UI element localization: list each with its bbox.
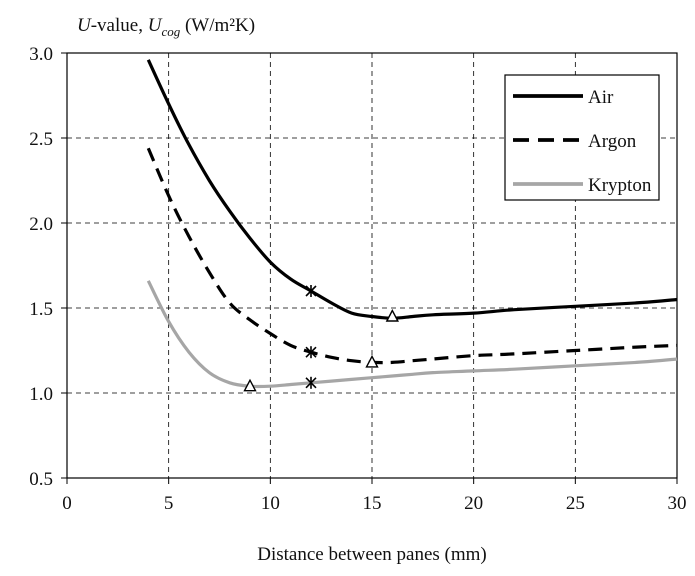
- x-tick-label: 5: [164, 493, 174, 514]
- axis-ticks: 0 5 10 15 20 25 30 0.5 1.0 1.5 2.0 2.5 3.0: [29, 44, 686, 514]
- y-tick-label: 0.5: [29, 469, 53, 490]
- y-axis-title: U-value, Ucog (W/m²K): [77, 15, 255, 39]
- series-line-air: [146, 59, 678, 320]
- marker-star-air: [305, 285, 317, 297]
- marker-star-krypton: [305, 376, 317, 389]
- y-title-value-text: -value,: [91, 15, 148, 36]
- data-markers: [243, 285, 399, 392]
- y-title-unit: (W/m²K): [180, 15, 255, 36]
- legend-label-argon: Argon: [588, 131, 637, 152]
- marker-triangle-argon: [365, 354, 379, 368]
- legend: Air Argon Krypton: [504, 74, 660, 201]
- y-tick-label: 1.0: [29, 384, 53, 405]
- x-axis-title: Distance between panes (mm): [257, 544, 487, 565]
- x-tick-label: 0: [62, 493, 72, 514]
- series-line-krypton: [146, 280, 678, 389]
- y-tick-label: 2.5: [29, 129, 53, 150]
- x-tick-label: 10: [261, 493, 280, 514]
- legend-label-krypton: Krypton: [588, 175, 652, 196]
- x-tick-label: 20: [464, 493, 483, 514]
- marker-star-argon: [305, 346, 317, 359]
- x-tick-label: 25: [566, 493, 585, 514]
- series-lines: [146, 59, 678, 389]
- legend-entries: Air Argon Krypton: [513, 87, 652, 196]
- y-title-subscript: cog: [161, 24, 180, 39]
- legend-label-air: Air: [588, 87, 614, 108]
- y-title-u-symbol: U: [77, 15, 92, 36]
- grid-lines: [67, 53, 677, 478]
- marker-triangle-krypton: [243, 378, 257, 392]
- y-title-ucog-symbol: U: [148, 15, 163, 36]
- marker-triangle-air: [385, 308, 399, 322]
- y-tick-label: 3.0: [29, 44, 53, 65]
- y-tick-label: 1.5: [29, 299, 53, 320]
- x-tick-label: 15: [363, 493, 382, 514]
- x-tick-label: 30: [668, 493, 687, 514]
- series-line-argon: [146, 147, 678, 365]
- y-tick-label: 2.0: [29, 214, 53, 235]
